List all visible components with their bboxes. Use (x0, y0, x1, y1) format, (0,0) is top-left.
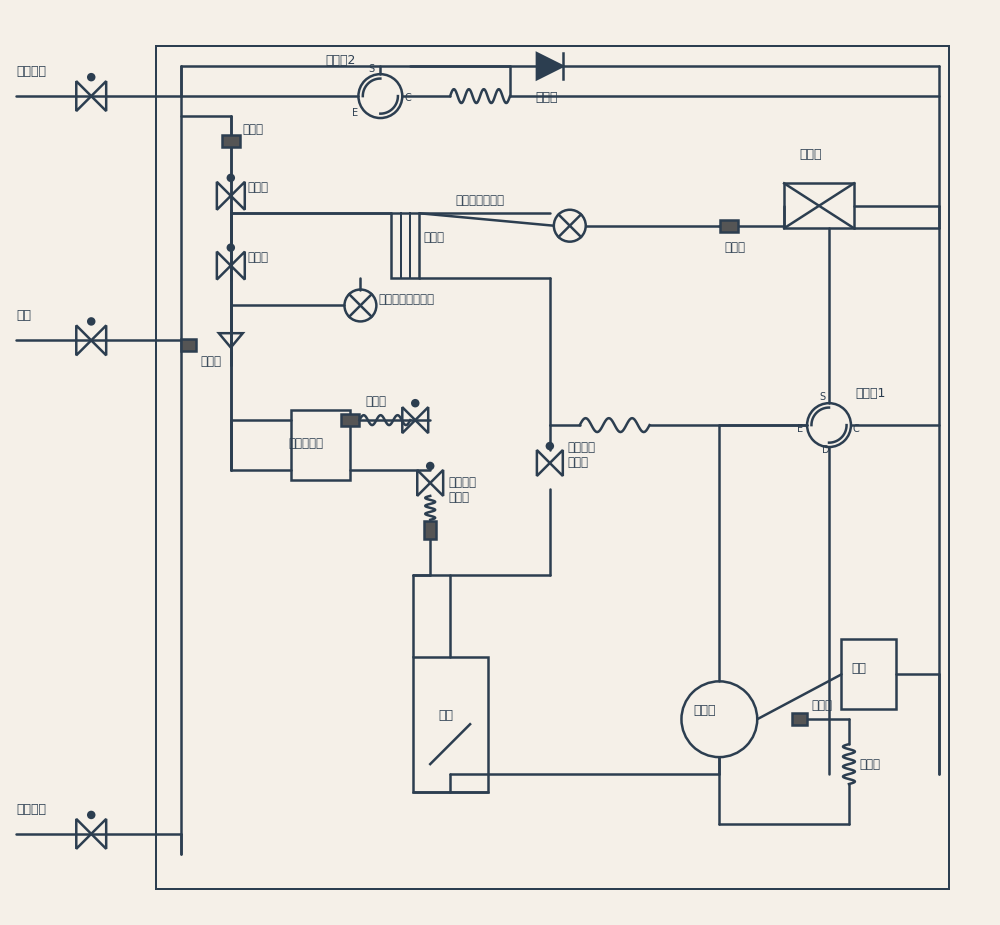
Text: 制热电子膨胀阀: 制热电子膨胀阀 (455, 193, 504, 207)
Circle shape (547, 443, 553, 449)
Bar (181, 339, 196, 352)
Bar (792, 713, 807, 725)
Bar (291, 410, 350, 480)
Bar (222, 135, 240, 147)
Text: 压缩机: 压缩机 (693, 704, 716, 717)
Text: 油分: 油分 (851, 662, 866, 675)
Text: C: C (404, 93, 411, 103)
Text: 低压气管: 低压气管 (16, 803, 46, 816)
Text: C: C (853, 424, 860, 434)
Text: 冷凝器: 冷凝器 (799, 148, 822, 161)
Text: 汽分: 汽分 (438, 709, 453, 722)
Text: E: E (352, 108, 359, 118)
Text: 进液阀: 进液阀 (248, 180, 269, 194)
Bar (341, 414, 359, 426)
Text: S: S (819, 392, 825, 402)
Text: D: D (822, 445, 830, 455)
Circle shape (427, 463, 433, 469)
Text: 液管: 液管 (16, 310, 31, 323)
Bar (424, 521, 436, 538)
Text: 过滤器: 过滤器 (243, 123, 264, 136)
Text: 过滤器: 过滤器 (811, 699, 832, 712)
Circle shape (228, 175, 234, 181)
Text: 加压阀: 加压阀 (248, 251, 269, 264)
Bar (841, 639, 896, 709)
Text: 过滤器: 过滤器 (201, 355, 222, 368)
Circle shape (88, 318, 94, 325)
Bar (156, 46, 949, 889)
Text: 过滤器: 过滤器 (724, 240, 745, 253)
Text: E: E (797, 424, 803, 434)
Text: 过冷器: 过冷器 (423, 230, 444, 243)
Circle shape (228, 244, 234, 251)
Text: S: S (368, 64, 375, 74)
Text: 毛细管: 毛细管 (859, 758, 880, 771)
Bar (784, 183, 854, 228)
Bar (413, 657, 488, 792)
Circle shape (412, 401, 418, 406)
Text: 过冷器电子膨胀阀: 过冷器电子膨胀阀 (378, 293, 434, 306)
Text: 四通阀2: 四通阀2 (326, 55, 356, 68)
Circle shape (88, 812, 94, 818)
Text: 制冷排液
电磁阀: 制冷排液 电磁阀 (448, 476, 476, 504)
Circle shape (88, 74, 94, 80)
Bar (391, 214, 419, 278)
Text: 高压气管: 高压气管 (16, 65, 46, 78)
Text: 单向阀: 单向阀 (535, 91, 557, 105)
Text: 四通阀1: 四通阀1 (855, 388, 885, 401)
Text: 冷媒调整罐: 冷媒调整罐 (289, 437, 324, 450)
Bar (720, 220, 738, 231)
Text: 制热排液
电磁阀: 制热排液 电磁阀 (568, 441, 596, 469)
Text: 电磁阀: 电磁阀 (365, 395, 386, 408)
Polygon shape (537, 54, 563, 80)
